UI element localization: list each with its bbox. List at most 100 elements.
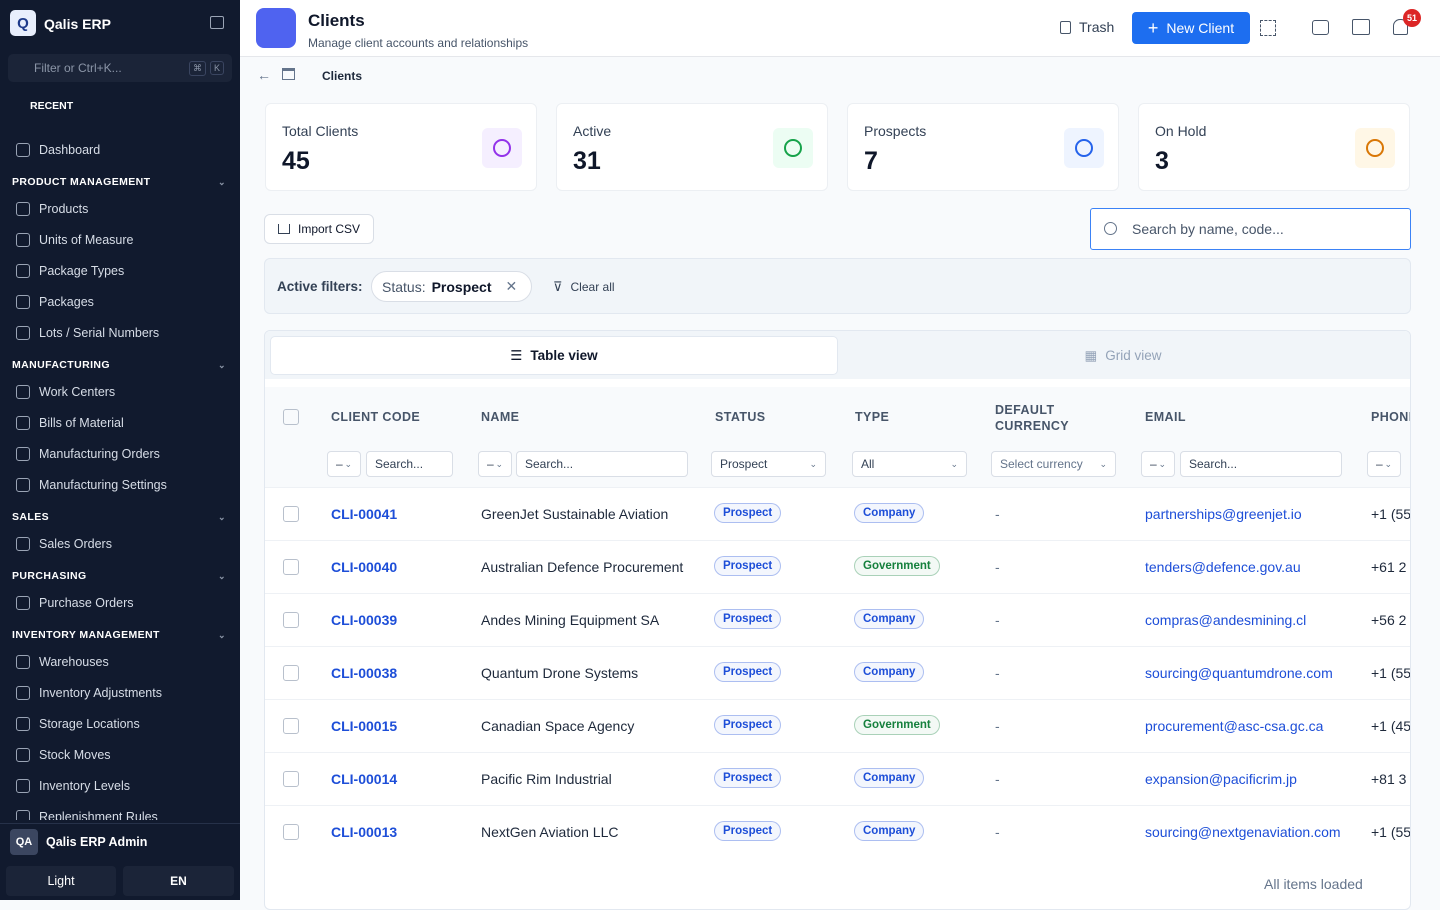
client-code[interactable]: CLI-00038 [331, 665, 398, 681]
checkbox[interactable] [283, 612, 299, 628]
trash-button[interactable]: Trash [1060, 19, 1114, 35]
nav-section[interactable]: MANUFACTURING ⌄ [0, 354, 240, 376]
nav-item[interactable]: Warehouses [0, 646, 240, 677]
home-icon[interactable] [282, 68, 295, 80]
email[interactable]: expansion@pacificrim.jp [1145, 771, 1297, 787]
column-header[interactable]: NAME [481, 410, 520, 424]
email[interactable]: compras@andesmining.cl [1145, 612, 1307, 628]
nav-item[interactable]: Work Centers [0, 376, 240, 407]
nav-section[interactable]: INVENTORY MANAGEMENT ⌄ [0, 624, 240, 646]
nav-item[interactable]: Storage Locations [0, 708, 240, 739]
chevron: ⌄ [495, 458, 503, 469]
import-button[interactable]: Import CSV [264, 214, 374, 244]
nav-item[interactable]: Bills of Material [0, 407, 240, 438]
checkbox[interactable] [283, 409, 299, 425]
table-row[interactable]: CLI-00041 GreenJet Sustainable Aviation Pr… [265, 487, 1410, 540]
nav-item[interactable]: Sales Orders [0, 528, 240, 559]
filter-select[interactable]: All ⌄ [852, 451, 967, 477]
email[interactable]: tenders@defence.gov.au [1145, 559, 1301, 575]
logo[interactable]: Q [10, 10, 36, 36]
bot-icon[interactable] [1312, 20, 1329, 35]
filter-chip[interactable]: Status: Prospect ✕ [371, 271, 533, 302]
filter-input[interactable]: Search... [1180, 451, 1342, 477]
new-client-button[interactable]: + New Client [1132, 12, 1250, 44]
grid-view-tab[interactable]: ▦ Grid view [839, 336, 1407, 375]
sidebar: Q Qalis ERP Filter or Ctrl+K... ⌘ K RECE… [0, 0, 240, 900]
checkbox[interactable] [283, 771, 299, 787]
nav-item[interactable]: Units of Measure [0, 224, 240, 255]
email[interactable]: sourcing@nextgenaviation.com [1145, 824, 1341, 840]
client-code[interactable]: CLI-00040 [331, 559, 398, 575]
search-input[interactable]: Search by name, code... [1090, 208, 1411, 250]
nav-item[interactable]: Purchase Orders [0, 587, 240, 618]
nav-item[interactable]: Packages [0, 286, 240, 317]
column-header[interactable]: PHONE [1371, 410, 1410, 424]
email[interactable]: sourcing@quantumdrone.com [1145, 665, 1333, 681]
table-row[interactable]: CLI-00039 Andes Mining Equipment SA Prospe… [265, 593, 1410, 646]
client-code[interactable]: CLI-00015 [331, 718, 398, 734]
filter-select[interactable]: – ⌄ [1367, 451, 1401, 477]
back-button[interactable]: ← [257, 67, 271, 83]
bell-icon[interactable] [1393, 19, 1408, 35]
nav-section[interactable]: SALES ⌄ [0, 506, 240, 528]
apps-icon[interactable] [1260, 20, 1276, 36]
filter-select[interactable]: Select currency ⌄ [991, 451, 1116, 477]
nav-section[interactable]: PRODUCT MANAGEMENT ⌄ [0, 171, 240, 193]
nav-item[interactable]: Stock Moves [0, 739, 240, 770]
nav-item[interactable]: Manufacturing Settings [0, 469, 240, 500]
filter-input[interactable]: Search... [516, 451, 688, 477]
table-row[interactable]: CLI-00015 Canadian Space Agency Prospect Go… [265, 699, 1410, 752]
table-view-tab[interactable]: ☰ Table view [270, 336, 838, 375]
nav-section[interactable]: PURCHASING ⌄ [0, 565, 240, 587]
type-badge: Company [854, 662, 925, 682]
checkbox[interactable] [283, 665, 299, 681]
column-header[interactable]: STATUS [715, 410, 766, 424]
chip-remove[interactable]: ✕ [505, 278, 518, 294]
language-button[interactable]: EN [123, 866, 234, 896]
column-header[interactable]: TYPE [855, 410, 890, 424]
nav-item[interactable]: Manufacturing Orders [0, 438, 240, 469]
checkbox[interactable] [283, 559, 299, 575]
nav-item[interactable]: Products [0, 193, 240, 224]
clear-all[interactable]: ⊽ Clear all [553, 279, 615, 295]
table-row[interactable]: CLI-00014 Pacific Rim Industrial Prospect C… [265, 752, 1410, 805]
client-code[interactable]: CLI-00039 [331, 612, 398, 628]
collapse-icon[interactable] [210, 16, 224, 29]
nav-item[interactable]: Package Types [0, 255, 240, 286]
table-row[interactable]: CLI-00038 Quantum Drone Systems Prospect Co… [265, 646, 1411, 699]
checkbox[interactable] [283, 718, 299, 734]
column-header[interactable]: EMAIL [1145, 410, 1186, 424]
nav-item[interactable]: Dashboard [0, 134, 240, 165]
phone: +61 2 6 [1371, 559, 1410, 575]
client-code[interactable]: CLI-00041 [331, 506, 398, 522]
nav-item[interactable]: Inventory Levels [0, 770, 240, 801]
theme-button[interactable]: Light [6, 866, 116, 896]
nav-label: Storage Locations [39, 716, 140, 731]
filter-select[interactable]: – ⌄ [478, 451, 512, 477]
email[interactable]: partnerships@greenjet.io [1145, 506, 1302, 522]
table-row[interactable]: CLI-00013 NextGen Aviation LLC Prospect Com… [265, 805, 1410, 858]
icon [1060, 20, 1071, 34]
column-header[interactable]: CLIENT CODE [331, 410, 421, 424]
email[interactable]: procurement@asc-csa.gc.ca [1145, 718, 1324, 734]
nav-item[interactable]: Replenishment Rules [0, 801, 240, 820]
checkbox[interactable] [283, 506, 299, 522]
table-row[interactable]: CLI-00040 Australian Defence Procurement P… [265, 540, 1410, 593]
nav-item[interactable]: Inventory Adjustments [0, 677, 240, 708]
filter-select[interactable]: – ⌄ [327, 451, 361, 477]
icon [16, 536, 30, 551]
column-header[interactable]: DEFAULT CURRENCY [995, 403, 1070, 433]
client-code[interactable]: CLI-00014 [331, 771, 398, 787]
filter-input[interactable]: Search... [366, 451, 453, 477]
nav-item[interactable]: Lots / Serial Numbers [0, 317, 240, 348]
phone: +1 (555 [1371, 665, 1411, 681]
filter-select[interactable]: – ⌄ [1141, 451, 1175, 477]
filter-select[interactable]: Prospect ⌄ [711, 451, 826, 477]
filter-input[interactable]: Filter or Ctrl+K... ⌘ K [8, 54, 232, 82]
chat-icon[interactable] [1352, 19, 1370, 35]
checkbox[interactable] [283, 824, 299, 840]
search-placeholder: Search by name, code... [1132, 221, 1284, 237]
stat-value: 45 [282, 147, 310, 175]
recent[interactable]: RECENT [30, 100, 74, 112]
client-code[interactable]: CLI-00013 [331, 824, 398, 840]
